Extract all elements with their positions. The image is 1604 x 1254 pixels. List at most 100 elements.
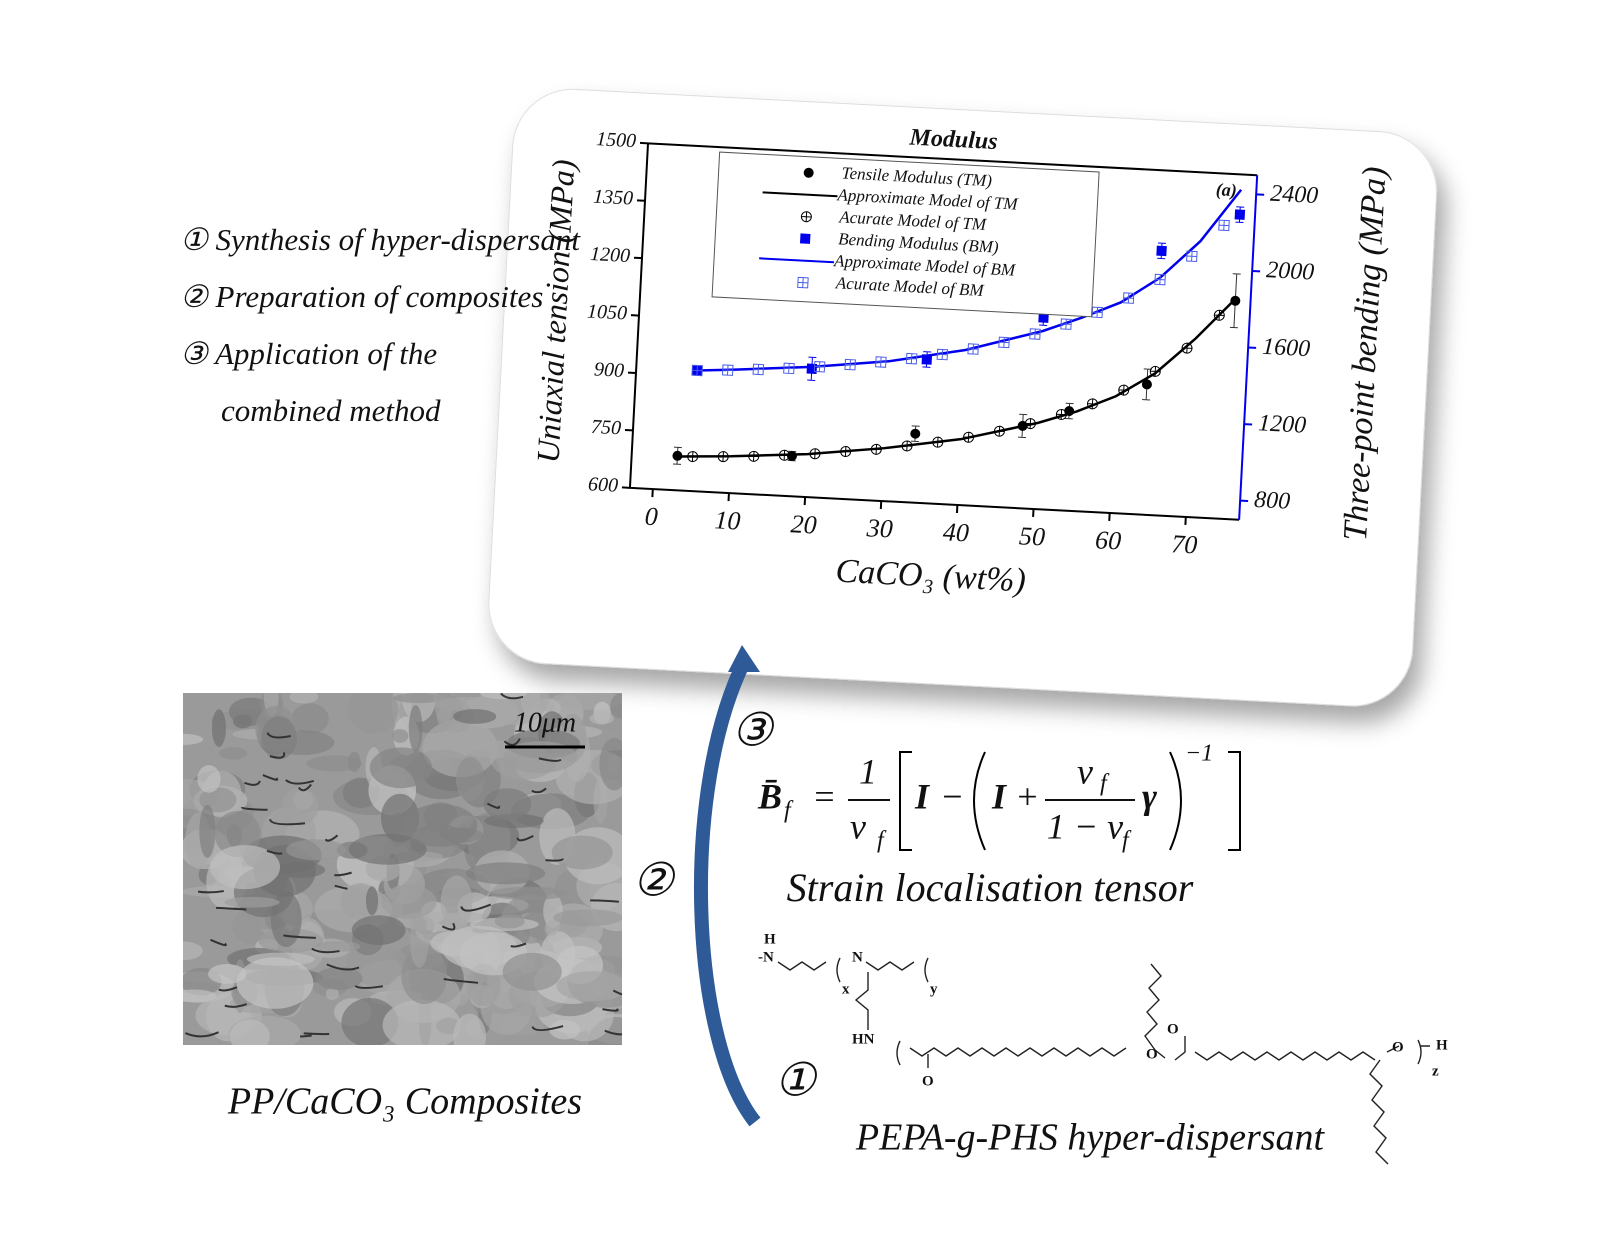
y-tick-label: 600 xyxy=(588,473,619,497)
sem-grain xyxy=(325,988,339,1000)
step-text: combined method xyxy=(221,393,441,428)
point xyxy=(1230,295,1241,306)
atom-label: O xyxy=(1167,1021,1179,1037)
sem-grain xyxy=(199,804,216,858)
bracket xyxy=(1228,751,1241,851)
point xyxy=(1181,342,1193,354)
point xyxy=(806,363,818,375)
sem-crack xyxy=(216,906,247,911)
legend-swatch xyxy=(797,276,809,289)
x-tick-label: 10 xyxy=(714,505,741,535)
arrow-label: ③ xyxy=(731,705,775,756)
sem-grain xyxy=(520,693,541,717)
point xyxy=(1234,209,1246,220)
sem-crack xyxy=(268,818,306,826)
y-tick-label: 1200 xyxy=(590,243,631,267)
sem-grain xyxy=(489,886,569,901)
arrow-head xyxy=(728,645,760,672)
formula-part: = xyxy=(812,776,836,816)
sem-crack xyxy=(326,963,360,971)
sem-crack xyxy=(334,884,348,890)
sem-crack xyxy=(324,834,339,842)
sem-grain xyxy=(545,919,559,937)
plot-card: Modulus (a) 0 10 20 30 40 50 60 70 600 750 900 1050 12… xyxy=(488,88,1437,707)
formula-part: γ xyxy=(1142,776,1157,816)
step-text: ③ Application of the xyxy=(180,336,437,371)
point xyxy=(967,343,979,355)
sem-grain xyxy=(365,886,379,916)
sem-crack xyxy=(300,1034,312,1038)
y2-tick-label: 2400 xyxy=(1270,181,1319,209)
sem-crack xyxy=(612,989,622,996)
sem-texture xyxy=(183,693,622,1045)
point xyxy=(1122,292,1135,304)
x-tick-label: 40 xyxy=(942,517,969,547)
sem-grain xyxy=(380,884,437,919)
sem-crack xyxy=(510,942,527,948)
point xyxy=(1024,418,1036,430)
sem-grain xyxy=(224,896,280,908)
formula-part: v xyxy=(1077,751,1093,791)
point xyxy=(687,451,699,463)
y2-tick-label: 2000 xyxy=(1266,257,1315,285)
sem-crack xyxy=(538,757,562,762)
sem-grain xyxy=(466,1019,481,1037)
sem-grain xyxy=(433,693,455,723)
sem-grain xyxy=(348,751,361,773)
sem-grain xyxy=(503,741,578,773)
sem-crack xyxy=(531,1025,564,1032)
point xyxy=(1156,245,1167,257)
point xyxy=(778,449,790,461)
sem-crack xyxy=(460,903,492,912)
sem-crack xyxy=(545,858,564,862)
formula-part: f xyxy=(1122,828,1132,854)
y-tick-label: 900 xyxy=(594,358,625,382)
sem-grain xyxy=(197,765,221,793)
sem-crack xyxy=(197,890,224,894)
point xyxy=(1186,250,1198,263)
sem-grain xyxy=(393,693,444,704)
sem-crack xyxy=(516,834,534,842)
sem-grain xyxy=(408,705,423,752)
point xyxy=(813,360,826,373)
sem-grain xyxy=(183,733,204,745)
point xyxy=(901,440,913,452)
bracket xyxy=(899,751,912,851)
sem-crack xyxy=(266,849,283,855)
sem-grain xyxy=(183,989,217,1003)
sem-crack xyxy=(443,977,479,984)
point xyxy=(998,336,1010,349)
sem-crack xyxy=(354,984,384,989)
formula-part: − xyxy=(940,776,964,816)
atom-label: y xyxy=(930,981,938,997)
sem-crack xyxy=(334,871,352,877)
legend-swatch xyxy=(762,191,838,198)
y-tick-label: 1500 xyxy=(596,128,637,152)
point xyxy=(1086,398,1098,410)
formula-part: I xyxy=(914,776,931,816)
atom-label: x xyxy=(842,981,850,997)
point xyxy=(748,450,760,462)
legend-swatch xyxy=(800,211,812,223)
sem-caption: PP/CaCO₃ Composites xyxy=(227,1081,582,1123)
point xyxy=(1029,328,1041,340)
sem-grain xyxy=(410,914,429,968)
sem-crack xyxy=(269,752,286,759)
sem-crack xyxy=(266,732,291,739)
sem-grain xyxy=(211,709,226,747)
sem-grain xyxy=(502,952,562,991)
point xyxy=(1060,318,1072,330)
sem-grain xyxy=(229,1019,270,1045)
sem-grain xyxy=(341,998,399,1045)
arrow-label: ② xyxy=(632,855,676,906)
sem-grain xyxy=(589,712,614,725)
paren xyxy=(973,751,986,851)
arrow-label: ① xyxy=(774,1055,818,1106)
point xyxy=(1218,219,1230,232)
sem-crack xyxy=(218,986,238,992)
chart-title: Modulus xyxy=(908,124,998,155)
point xyxy=(1149,365,1161,377)
formula-part: B̄ xyxy=(757,776,782,816)
sem-grain xyxy=(285,839,347,861)
